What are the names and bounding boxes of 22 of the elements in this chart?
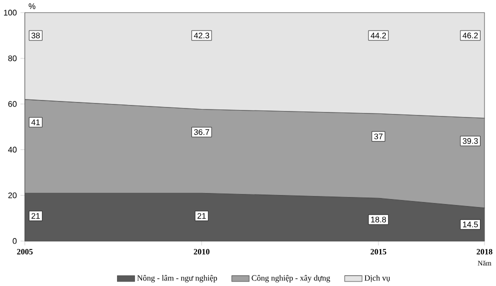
data-label: 37	[374, 133, 383, 140]
y-tick-label: 100	[4, 10, 17, 16]
x-tick-label: 2015	[370, 248, 386, 254]
data-label: 46.2	[462, 32, 478, 38]
legend-label: Dịch vụ	[364, 274, 390, 282]
y-tick-label: 40	[8, 146, 17, 152]
data-label: 36.7	[194, 129, 210, 135]
legend-label: Công nghiệp - xây dựng	[252, 274, 330, 282]
y-tick-label: 80	[8, 55, 17, 62]
x-tick-label: 2005	[17, 248, 33, 254]
x-tick-label: 2010	[194, 248, 210, 254]
data-label: 39.3	[462, 138, 478, 144]
legend-label: Nông - lâm - ngư nghiệp	[137, 274, 218, 282]
y-tick-label: 0	[12, 238, 17, 244]
data-label: 44.2	[370, 32, 386, 38]
x-tick-label: 2018	[476, 248, 492, 254]
data-label: 41	[31, 119, 40, 125]
data-label: 38	[31, 32, 40, 38]
y-axis-title: %	[28, 3, 36, 9]
data-label: 42.3	[194, 32, 210, 38]
y-tick-label: 20	[8, 192, 17, 198]
y-tick-label: 60	[8, 101, 17, 107]
